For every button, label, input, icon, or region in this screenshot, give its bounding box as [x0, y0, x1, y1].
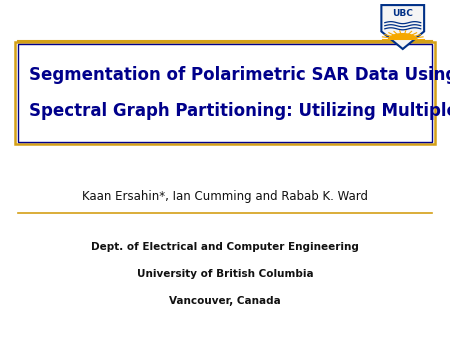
Text: Kaan Ersahin*, Ian Cumming and Rabab K. Ward: Kaan Ersahin*, Ian Cumming and Rabab K. … [82, 190, 368, 202]
Text: Dept. of Electrical and Computer Engineering: Dept. of Electrical and Computer Enginee… [91, 242, 359, 252]
Polygon shape [389, 34, 416, 39]
Bar [18, 44, 432, 142]
Text: Spectral Graph Partitioning: Utilizing Multiple Cues: Spectral Graph Partitioning: Utilizing M… [29, 102, 450, 120]
Bar [15, 42, 435, 144]
Text: UBC: UBC [392, 9, 413, 18]
Text: University of British Columbia: University of British Columbia [137, 269, 313, 279]
Text: Segmentation of Polarimetric SAR Data Using: Segmentation of Polarimetric SAR Data Us… [29, 66, 450, 84]
Text: Vancouver, Canada: Vancouver, Canada [169, 296, 281, 306]
Polygon shape [382, 5, 424, 49]
